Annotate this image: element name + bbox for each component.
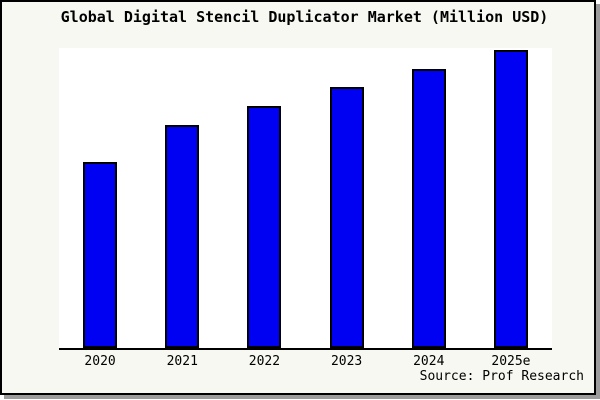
x-tick-label-2025e: 2025e: [491, 354, 531, 369]
bar-2022: [247, 106, 282, 348]
bar-slot-2025e: [470, 48, 552, 348]
x-axis: 2020 2021 2022 2023 2024 2025e: [59, 354, 552, 369]
x-tick-label-2022: 2022: [248, 354, 281, 369]
bar-slot-2020: [59, 48, 141, 348]
bar-2024: [411, 69, 446, 348]
x-tick-label-2021: 2021: [166, 354, 198, 369]
bar-2020: [83, 162, 118, 348]
x-tick-label-2023: 2023: [330, 354, 363, 369]
bar-slot-2022: [223, 48, 305, 348]
source-note: Source: Prof Research: [419, 369, 584, 384]
plot-area: [59, 48, 552, 350]
bar-slot-2023: [306, 48, 388, 348]
x-tick-label-2024: 2024: [413, 354, 445, 369]
chart-title: Global Digital Stencil Duplicator Market…: [60, 8, 549, 26]
bar-2025e: [493, 50, 528, 348]
bar-slot-2021: [141, 48, 223, 348]
bar-2023: [329, 87, 364, 348]
bar-2021: [165, 125, 200, 348]
bar-slot-2024: [388, 48, 470, 348]
x-tick-label-2020: 2020: [84, 354, 116, 369]
